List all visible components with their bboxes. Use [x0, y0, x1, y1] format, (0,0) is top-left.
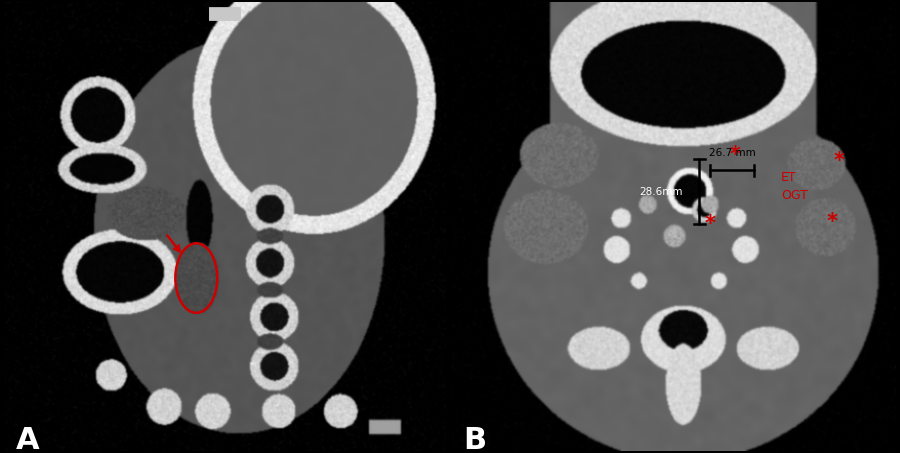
Text: *: * [729, 145, 741, 165]
Text: *: * [833, 151, 844, 172]
Text: A: A [15, 426, 40, 453]
Text: OGT: OGT [781, 188, 808, 202]
Text: *: * [827, 212, 838, 232]
Text: B: B [463, 426, 486, 453]
Text: 28.6mm: 28.6mm [639, 187, 682, 197]
Text: ET: ET [781, 171, 797, 183]
Text: 26.7 mm: 26.7 mm [709, 148, 756, 158]
Text: *: * [705, 214, 716, 234]
